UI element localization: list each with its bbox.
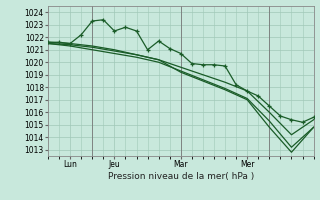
- X-axis label: Pression niveau de la mer( hPa ): Pression niveau de la mer( hPa ): [108, 172, 254, 181]
